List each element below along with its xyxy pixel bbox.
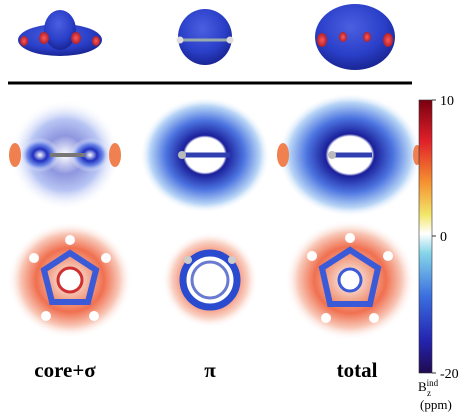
isosurface-pi: [176, 9, 234, 65]
isosurface-core: [18, 10, 102, 56]
map-side-total: [277, 93, 422, 217]
colorbar-tick-label: -20: [440, 367, 459, 382]
label-sub: z: [427, 388, 431, 398]
colorbar-tick-label: 0: [440, 230, 447, 245]
map-side-core: [9, 100, 121, 210]
colorbar-unit: (ppm): [420, 397, 452, 412]
isosurface-total: [315, 4, 395, 70]
colorbar-label: Bind z: [418, 378, 439, 398]
map-top-total: [285, 220, 415, 340]
label-base: B: [418, 379, 427, 394]
column-label: core+σ: [34, 358, 96, 382]
column-label: total: [337, 358, 378, 382]
label-sup: ind: [427, 378, 439, 388]
map-top-pi: [162, 232, 258, 328]
colorbar: [418, 99, 433, 374]
map-side-pi: [140, 97, 270, 213]
column-label: π: [204, 358, 216, 382]
colorbar-tick-label: 10: [440, 94, 454, 109]
map-top-core: [8, 222, 132, 338]
